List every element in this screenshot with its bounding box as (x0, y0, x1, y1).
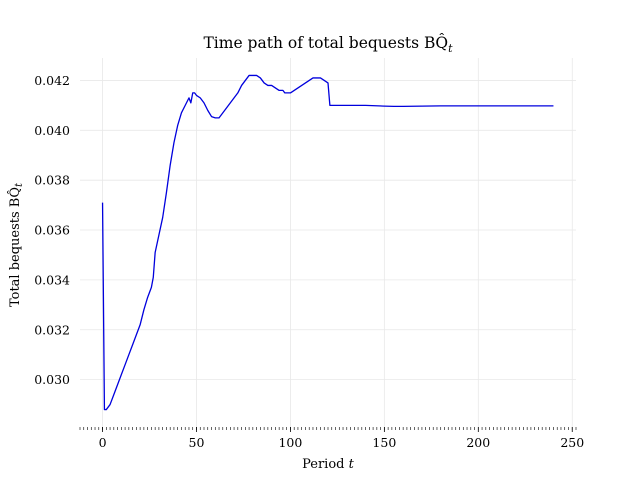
x-tick-label: 200 (466, 435, 490, 450)
y-axis-title-text: Total bequests BQ̂ (7, 187, 23, 307)
x-axis-title: Period t (302, 457, 355, 472)
x-axis-title-text: Period (302, 457, 344, 472)
y-tick-label: 0.034 (34, 272, 70, 287)
x-tick-label: 0 (99, 435, 107, 450)
y-tick-label: 0.036 (34, 223, 70, 238)
x-tick-label: 150 (372, 435, 396, 450)
chart-title-subscript: t (448, 42, 453, 55)
x-tick-label: 100 (278, 435, 302, 450)
grid (80, 58, 576, 427)
y-axis-title: Total bequests BQ̂t (7, 182, 25, 307)
y-tick-label: 0.038 (34, 173, 70, 188)
x-tick-label: 250 (560, 435, 584, 450)
series-line (101, 74, 554, 411)
chart-title-text: Time path of total bequests BQ̂ (203, 34, 448, 52)
y-tick-label: 0.040 (34, 123, 70, 138)
y-axis-title-subscript: t (14, 182, 25, 187)
x-tick-label: 50 (189, 435, 205, 450)
series-layer (101, 74, 554, 411)
y-tick-label: 0.030 (34, 372, 70, 387)
y-tick-label: 0.042 (34, 73, 70, 88)
chart-title: Time path of total bequests BQ̂t (203, 34, 453, 55)
x-axis-title-variable: t (349, 457, 355, 472)
axes: 0 50 100 150 200 250 0.030 0.032 0.034 0.036 0.038… (34, 73, 584, 450)
y-tick-label: 0.032 (34, 322, 70, 337)
